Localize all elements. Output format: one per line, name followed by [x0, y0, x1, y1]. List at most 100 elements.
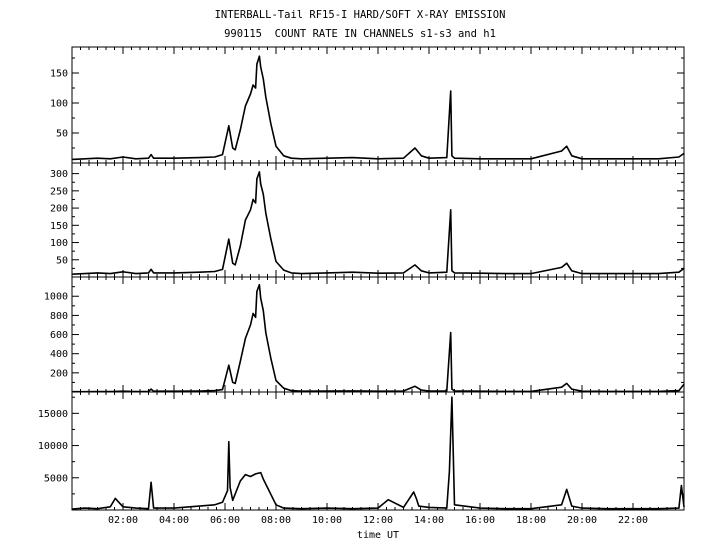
data-point — [173, 507, 175, 509]
panel-frame-2 — [71, 162, 685, 278]
data-point — [150, 268, 152, 271]
data-point — [239, 480, 241, 482]
data-point — [71, 158, 73, 160]
data-point — [566, 488, 568, 490]
data-point — [504, 158, 507, 160]
data-point — [571, 270, 573, 272]
data-point — [683, 267, 685, 269]
data-point — [270, 238, 272, 240]
data-point — [450, 332, 452, 334]
data-point — [234, 264, 236, 266]
panel-frame-4 — [71, 391, 685, 511]
data-point — [632, 508, 634, 510]
data-point — [683, 152, 685, 154]
data-point — [239, 129, 241, 131]
data-point — [561, 150, 563, 152]
data-point — [414, 264, 416, 266]
data-point — [451, 388, 453, 390]
data-point — [290, 157, 292, 159]
data-point — [326, 507, 328, 509]
data-point — [214, 504, 216, 506]
data-point — [228, 364, 230, 366]
data-point — [252, 312, 254, 315]
data-point — [150, 154, 152, 156]
data-point — [173, 157, 175, 159]
data-point — [566, 145, 568, 147]
data-point — [122, 271, 124, 273]
data-point — [221, 154, 224, 156]
data-point — [283, 387, 285, 389]
data-point — [453, 504, 456, 506]
data-point — [428, 157, 430, 159]
data-point — [258, 55, 261, 57]
data-point — [351, 390, 354, 392]
data-point — [135, 158, 137, 160]
data-point — [260, 472, 262, 474]
data-point — [300, 272, 303, 275]
data-point — [680, 484, 683, 487]
data-point — [135, 507, 137, 509]
data-point — [232, 262, 234, 264]
data-point — [377, 272, 379, 274]
data-point — [657, 508, 660, 510]
y-tick-label: 10000 — [38, 441, 68, 452]
data-point — [446, 390, 448, 392]
data-point — [326, 272, 328, 274]
y-tick-label: 200 — [50, 204, 68, 215]
x-tick-label: 14:00 — [414, 515, 444, 526]
data-point — [414, 147, 416, 149]
data-point — [229, 486, 231, 489]
data-point — [262, 478, 264, 480]
data-point — [561, 266, 563, 268]
data-point — [387, 499, 389, 501]
x-tick-label: 18:00 — [516, 515, 546, 526]
data-point — [581, 507, 583, 509]
data-point — [451, 396, 453, 398]
data-point — [657, 158, 660, 160]
data-point — [153, 507, 155, 509]
data-point — [198, 271, 201, 273]
data-point — [581, 158, 583, 160]
data-point — [678, 156, 680, 158]
data-point — [147, 157, 150, 159]
data-point — [270, 123, 272, 125]
data-point — [428, 272, 430, 274]
x-axis-label: time UT — [357, 530, 399, 541]
data-point — [479, 158, 481, 160]
data-point — [244, 105, 246, 107]
data-point — [300, 158, 303, 160]
data-point — [326, 157, 328, 159]
data-point — [428, 506, 430, 509]
data-point — [420, 270, 422, 272]
data-point — [234, 149, 236, 151]
data-point — [135, 272, 137, 275]
data-point — [71, 273, 73, 275]
y-tick-label: 400 — [50, 349, 68, 360]
data-point — [504, 272, 507, 275]
data-point — [275, 379, 277, 382]
data-point — [606, 508, 609, 510]
data-point — [84, 158, 86, 160]
data-point — [226, 490, 229, 492]
data-point — [258, 284, 261, 286]
data-point — [571, 155, 573, 157]
data-point — [249, 93, 252, 95]
data-point — [256, 63, 258, 65]
data-point — [258, 171, 261, 173]
data-point — [252, 84, 254, 86]
data-point — [244, 337, 246, 339]
y-tick-label: 5000 — [44, 473, 68, 484]
data-point — [657, 272, 660, 275]
data-point — [415, 497, 417, 499]
data-point — [453, 272, 456, 274]
data-point — [221, 268, 224, 271]
data-point — [326, 390, 328, 392]
data-point — [413, 491, 415, 493]
data-point — [446, 157, 448, 159]
data-point — [84, 272, 86, 275]
data-point — [109, 158, 111, 160]
data-point — [561, 386, 563, 388]
y-tick-label: 150 — [50, 69, 68, 80]
data-point — [450, 90, 452, 92]
data-point — [632, 272, 634, 275]
